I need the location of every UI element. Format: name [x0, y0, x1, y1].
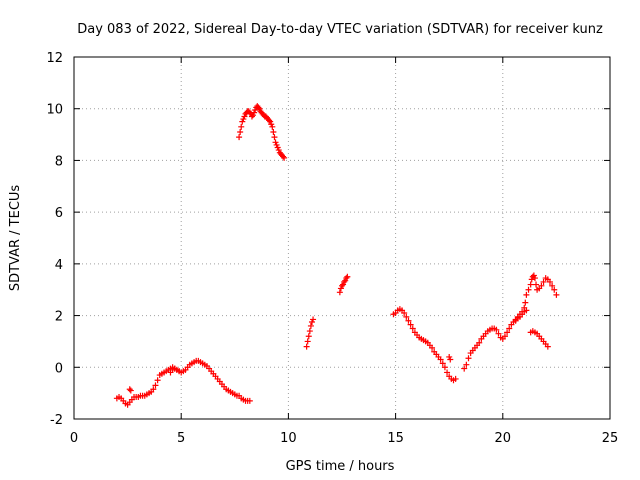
data-point: [304, 338, 311, 345]
data-point: [280, 153, 287, 160]
data-point: [126, 386, 133, 393]
data-point: [127, 387, 134, 394]
data-point: [238, 123, 245, 130]
data-point: [336, 289, 343, 296]
series-arc-6: [390, 306, 459, 384]
y-axis-label: SDTVAR / TECUs: [8, 185, 23, 292]
data-point: [270, 128, 277, 135]
data-point: [237, 128, 244, 135]
data-point: [310, 316, 317, 323]
y-tick-label: -2: [50, 413, 63, 428]
data-point: [303, 343, 310, 350]
data-point: [343, 275, 350, 282]
data-point: [403, 313, 410, 320]
data-point: [176, 368, 183, 375]
x-tick-label: 25: [602, 431, 619, 446]
data-point: [546, 278, 553, 285]
data-point: [501, 333, 508, 340]
data-point: [150, 386, 157, 393]
data-point: [553, 291, 560, 298]
plot-frame: [73, 56, 611, 420]
x-tick-label: 20: [495, 431, 512, 446]
data-point: [465, 355, 472, 362]
data-point: [531, 275, 538, 282]
data-point: [339, 282, 345, 289]
series-arc-2: [126, 365, 183, 394]
data-point: [154, 377, 161, 384]
y-tick-label: 12: [46, 51, 63, 66]
y-tick-label: 0: [55, 361, 63, 376]
data-point: [521, 304, 528, 311]
data-point: [519, 308, 526, 315]
data-point: [461, 365, 468, 372]
data-point: [344, 273, 351, 280]
data-point: [248, 113, 255, 120]
data-point: [401, 309, 408, 316]
data-point: [523, 291, 530, 298]
data-point: [538, 282, 545, 289]
data-point: [525, 286, 532, 293]
chart-title: Day 083 of 2022, Sidereal Day-to-day VTE…: [77, 22, 603, 37]
y-tick-label: 2: [55, 310, 63, 325]
data-point: [504, 329, 511, 336]
series-arc-9: [527, 328, 551, 350]
y-tick-label: 4: [55, 258, 63, 273]
y-tick-label: 6: [55, 206, 63, 221]
data-point: [236, 134, 243, 141]
data-point: [439, 360, 446, 367]
data-point: [522, 299, 529, 306]
data-point: [341, 278, 348, 285]
data-point: [409, 325, 416, 332]
series-arc-8: [512, 272, 560, 324]
y-tick-label: 10: [46, 103, 63, 118]
x-tick-label: 0: [70, 431, 78, 446]
data-point: [512, 317, 519, 324]
y-tick-label: 8: [55, 154, 63, 169]
data-point: [444, 369, 451, 376]
grid: [74, 57, 610, 419]
series-arc-5: [336, 273, 351, 296]
data-point: [533, 281, 540, 288]
data-point: [246, 397, 253, 404]
x-tick-label: 5: [177, 431, 185, 446]
data-point: [269, 123, 276, 130]
data-point: [544, 343, 551, 350]
x-tick-label: 15: [387, 431, 404, 446]
data-point: [463, 361, 470, 368]
data-point: [540, 278, 547, 285]
data-point: [527, 281, 534, 288]
data-point: [407, 321, 414, 328]
data-point: [551, 286, 558, 293]
data-point: [266, 117, 273, 124]
data-point: [306, 328, 313, 335]
data-point: [307, 322, 314, 329]
y-tick-labels: -2 0 2 4 6 8 10 12: [46, 51, 63, 428]
data-point: [405, 317, 412, 324]
data-point: [271, 134, 278, 141]
data-point: [447, 356, 454, 363]
data-point: [493, 326, 500, 333]
data-point: [437, 356, 444, 363]
series-arc-4: [303, 316, 317, 350]
data-point: [452, 375, 459, 382]
data-point: [305, 333, 312, 340]
x-axis-label: GPS time / hours: [286, 459, 395, 474]
series-arc-3: [236, 103, 288, 161]
x-tick-labels: 0 5 10 15 20 25: [70, 431, 618, 446]
data-point: [441, 364, 448, 371]
data-point: [281, 154, 288, 161]
data-point: [495, 330, 502, 337]
data-point: [429, 344, 436, 351]
data-point: [506, 325, 513, 332]
x-tick-label: 10: [280, 431, 297, 446]
data-point: [476, 339, 483, 346]
data-point: [255, 104, 262, 111]
data-point: [549, 282, 556, 289]
data-points: [113, 103, 560, 408]
data-point: [152, 382, 159, 389]
